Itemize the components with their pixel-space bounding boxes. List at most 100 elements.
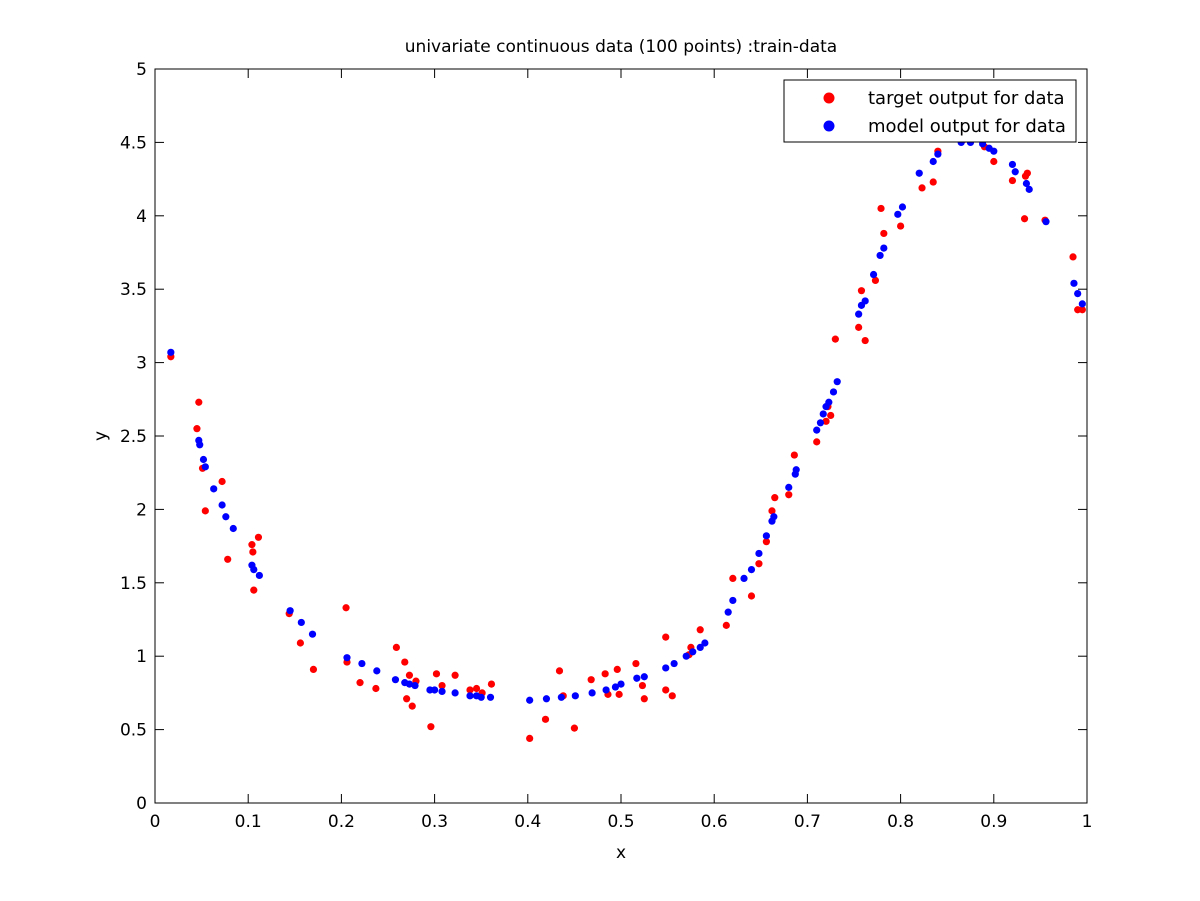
data-point (880, 244, 888, 252)
data-point (724, 608, 732, 616)
data-point (218, 477, 226, 486)
data-point (990, 157, 998, 166)
legend-marker (823, 92, 835, 104)
data-point (391, 676, 400, 684)
x-tick-label: 0.2 (328, 812, 355, 832)
data-point (342, 604, 350, 612)
data-point (222, 513, 230, 521)
legend: target output for data model output for d… (783, 79, 1077, 143)
x-tick-label: 0.9 (980, 812, 1007, 832)
data-point (1078, 300, 1086, 308)
data-point (372, 684, 380, 693)
data-point (696, 626, 704, 634)
data-point (877, 204, 885, 213)
data-point (1042, 218, 1050, 226)
y-tick-label: 1.5 (120, 574, 147, 594)
data-point (427, 723, 435, 731)
data-point (438, 687, 446, 696)
data-point (825, 398, 833, 406)
data-point (438, 681, 446, 690)
data-point (855, 323, 863, 331)
data-point (201, 507, 209, 515)
data-point (286, 607, 294, 615)
series-model (167, 138, 1086, 704)
data-point (831, 335, 839, 343)
legend-entry: model output for data (868, 116, 1066, 137)
data-point (785, 483, 793, 491)
data-point (813, 426, 821, 434)
data-point (373, 667, 381, 675)
data-point (689, 648, 697, 656)
data-point (771, 494, 779, 502)
data-point (662, 633, 670, 641)
data-point (611, 683, 620, 691)
data-point (309, 665, 318, 674)
data-point (571, 692, 579, 700)
x-tick-label: 0 (150, 812, 161, 832)
data-point (356, 679, 364, 687)
y-axis-label: y (91, 431, 111, 441)
data-point (403, 695, 411, 703)
data-point (668, 692, 676, 700)
data-point (405, 671, 414, 679)
data-point (601, 670, 609, 678)
data-point (1008, 176, 1017, 185)
data-point (199, 455, 208, 464)
data-point (250, 565, 258, 574)
data-point (861, 336, 869, 345)
data-point (762, 538, 770, 546)
data-point (392, 643, 400, 651)
data-point (477, 693, 485, 701)
data-point (526, 734, 534, 743)
data-point (1025, 185, 1033, 193)
data-point (740, 574, 748, 582)
data-point (929, 157, 937, 166)
data-point (195, 398, 203, 406)
data-point (898, 203, 907, 211)
data-point (486, 693, 495, 701)
data-point (557, 693, 565, 701)
data-point (871, 276, 880, 284)
data-point (722, 621, 730, 629)
data-point (487, 680, 496, 688)
data-point (255, 571, 263, 580)
data-point (790, 451, 798, 459)
data-point (358, 659, 366, 668)
data-point (768, 507, 776, 515)
data-point (682, 652, 690, 660)
data-point (701, 639, 709, 647)
data-point (411, 681, 419, 690)
x-tick-label: 1 (1082, 812, 1093, 832)
data-point (755, 560, 763, 568)
y-tick-label: 0.5 (120, 721, 147, 741)
data-point (472, 684, 481, 693)
data-point (1078, 306, 1086, 314)
data-point (466, 692, 474, 700)
data-point (855, 310, 863, 318)
data-point (640, 695, 648, 703)
x-tick-label: 0.5 (607, 812, 634, 832)
data-point (588, 689, 596, 697)
y-tick-label: 2 (136, 500, 147, 520)
data-point (816, 419, 825, 427)
y-tick-label: 4.5 (120, 133, 147, 153)
data-point (729, 574, 737, 582)
data-point (210, 485, 218, 493)
data-point (813, 438, 821, 446)
data-point (770, 513, 778, 521)
y-tick-label: 3.5 (120, 280, 147, 300)
data-point (196, 441, 204, 449)
data-point (432, 670, 441, 678)
y-tick-label: 5 (136, 60, 147, 80)
data-point (405, 680, 414, 688)
data-point (869, 270, 878, 279)
chart-title: univariate continuous data (100 points) … (405, 37, 837, 57)
data-point (555, 667, 564, 675)
data-point (861, 297, 869, 305)
x-tick-label: 0.4 (514, 812, 541, 832)
data-point (401, 658, 409, 666)
data-point (662, 664, 670, 672)
data-point (897, 222, 905, 230)
data-point (250, 586, 258, 594)
